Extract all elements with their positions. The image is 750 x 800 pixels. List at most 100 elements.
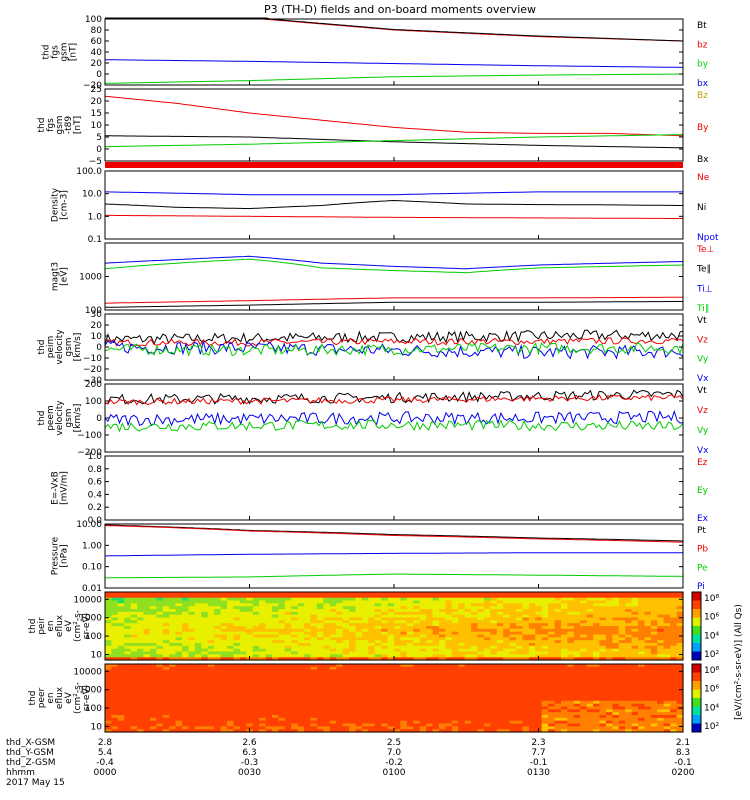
heatmap-cell	[612, 723, 620, 727]
heatmap-cell	[291, 664, 299, 668]
heatmap-cell	[561, 672, 568, 676]
colorbar-frame	[691, 591, 702, 661]
heatmap-cell	[650, 603, 658, 607]
heatmap-cell	[650, 675, 658, 679]
heatmap-cell	[439, 686, 446, 691]
heatmap-cell	[227, 686, 234, 691]
heatmap-cell	[291, 703, 299, 708]
heatmap-cell	[650, 654, 658, 658]
heatmap-cell	[297, 594, 305, 599]
heatmap-cell	[483, 683, 491, 688]
heatmap-cell	[355, 600, 363, 604]
heatmap-cell	[329, 600, 337, 604]
heatmap-cell	[349, 672, 356, 676]
heatmap-cell	[650, 631, 658, 636]
heatmap-cell	[471, 657, 479, 661]
heatmap-cell	[284, 597, 292, 602]
heatmap-cell	[111, 712, 119, 716]
heatmap-cell	[368, 672, 376, 676]
heatmap-cell	[400, 712, 408, 716]
heatmap-cell	[259, 620, 267, 624]
heatmap-cell	[361, 675, 369, 679]
heatmap-cell	[336, 634, 344, 638]
heatmap-cell	[458, 695, 466, 699]
heatmap-cell	[304, 698, 312, 702]
heatmap-cell	[259, 683, 267, 688]
heatmap-cell	[605, 648, 613, 653]
heatmap-cell	[663, 626, 671, 630]
heatmap-cell	[316, 720, 324, 725]
heatmap-cell	[516, 717, 523, 722]
legend-entry: Vy	[697, 426, 709, 436]
heatmap-cell	[548, 717, 556, 722]
heatmap-cell	[143, 681, 151, 685]
heatmap-cell	[175, 706, 183, 710]
heatmap-cell	[406, 654, 414, 658]
heatmap-cell	[541, 678, 549, 682]
heatmap-cell	[291, 603, 299, 607]
heatmap-cell	[419, 683, 427, 688]
heatmap-cell	[252, 637, 260, 641]
heatmap-cell	[580, 692, 588, 696]
heatmap-cell	[644, 715, 652, 719]
heatmap-cell	[670, 717, 678, 722]
heatmap-cell	[638, 626, 645, 630]
heatmap-cell	[182, 686, 190, 691]
colorbar-tick-label: 10⁸	[704, 594, 719, 604]
heatmap-cell	[503, 643, 511, 647]
heatmap-cell	[361, 706, 369, 710]
heatmap-cell	[618, 700, 626, 705]
heatmap-cell	[644, 597, 652, 602]
heatmap-cell	[355, 726, 363, 730]
heatmap-cell	[252, 726, 260, 730]
heatmap-cell	[432, 651, 440, 655]
heatmap-cell	[432, 637, 440, 641]
heatmap-cell	[284, 654, 292, 658]
heatmap-cell	[535, 640, 543, 644]
heatmap-cell	[522, 606, 530, 610]
heatmap-cell	[413, 609, 421, 613]
heatmap-cell	[304, 645, 312, 650]
heatmap-cell	[445, 692, 453, 696]
heatmap-cell	[432, 600, 440, 604]
heatmap-cell	[528, 712, 536, 716]
heatmap-cell	[265, 689, 273, 693]
heatmap-cell	[336, 664, 344, 668]
heatmap-cell	[419, 606, 427, 610]
heatmap-cell	[272, 717, 279, 722]
x-tick-label: -0.1	[674, 758, 692, 768]
heatmap-cell	[528, 645, 536, 650]
heatmap-cell	[599, 637, 607, 641]
heatmap-cell	[220, 651, 228, 655]
heatmap-cell	[207, 623, 215, 627]
heatmap-cell	[156, 611, 164, 616]
heatmap-cell	[528, 600, 536, 604]
heatmap-cell	[278, 620, 286, 624]
heatmap-cell	[618, 626, 626, 630]
heatmap-cell	[561, 603, 568, 607]
heatmap-cell	[130, 698, 138, 702]
heatmap-cell	[349, 683, 356, 688]
heatmap-cell	[355, 628, 363, 633]
heatmap-cell	[483, 651, 491, 655]
heatmap-cell	[272, 648, 279, 653]
heatmap-cell	[394, 715, 401, 719]
heatmap-cell	[413, 614, 421, 619]
heatmap-cell	[503, 715, 511, 719]
heatmap-cell	[297, 637, 305, 641]
heatmap-cell	[458, 709, 466, 713]
heatmap-cell	[361, 628, 369, 633]
heatmap-cell	[156, 654, 164, 658]
heatmap-cell	[625, 603, 633, 607]
heatmap-cell	[162, 695, 170, 699]
heatmap-cell	[394, 623, 401, 627]
heatmap-cell	[426, 651, 434, 655]
heatmap-cell	[387, 609, 395, 613]
heatmap-cell	[297, 715, 305, 719]
heatmap-cell	[194, 631, 202, 636]
heatmap-cell	[227, 675, 234, 679]
heatmap-cell	[528, 628, 536, 633]
series-By	[104, 95, 684, 137]
heatmap-cell	[342, 703, 350, 708]
heatmap-cell	[586, 703, 594, 708]
